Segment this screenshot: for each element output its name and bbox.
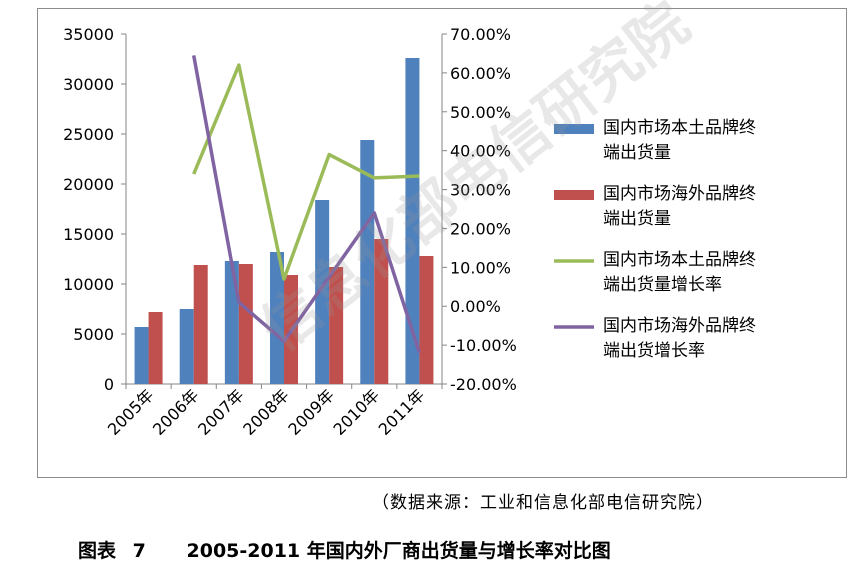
figure-label: 图表 — [78, 540, 117, 562]
left-tick-label: 35000 — [63, 25, 114, 44]
bar-foreign — [419, 256, 434, 384]
left-tick-label: 30000 — [63, 75, 114, 94]
source-note: （数据来源：工业和信息化部电信研究院） — [372, 493, 714, 513]
left-tick-label: 5000 — [73, 325, 114, 344]
right-tick-label: 50.00% — [450, 103, 511, 122]
right-tick-label: 0.00% — [450, 297, 501, 316]
x-tick-label: 2010年 — [330, 385, 384, 439]
x-tick-label: 2008年 — [239, 385, 293, 439]
bar-domestic — [224, 261, 239, 384]
line-foreign-growth — [191, 55, 422, 354]
bar-foreign — [374, 239, 389, 384]
bar-domestic — [134, 327, 149, 384]
legend-label: 端出货增长率 — [603, 341, 705, 361]
left-tick-label: 15000 — [63, 225, 114, 244]
bar-domestic — [179, 309, 194, 384]
figure-title: 2005-2011 年国内外厂商出货量与增长率对比图 — [186, 540, 611, 562]
legend-label: 国内市场海外品牌终 — [603, 316, 756, 336]
bar-foreign — [148, 312, 163, 384]
x-tick-label: 2009年 — [284, 385, 338, 439]
right-tick-label: 70.00% — [450, 25, 511, 44]
left-tick-label: 20000 — [63, 175, 114, 194]
left-tick-label: 0 — [104, 375, 114, 394]
figure-number: 7 — [132, 540, 146, 562]
bar-foreign — [193, 265, 208, 384]
legend-swatch — [554, 190, 594, 200]
right-tick-label: 60.00% — [450, 64, 511, 83]
legend-label: 端出货量 — [603, 143, 671, 163]
legend-label: 国内市场本土品牌终 — [603, 118, 756, 138]
combo-chart: 0 5000 10000 15000 20000 25000 30000 35000 -20.0… — [63, 25, 756, 439]
bar-domestic — [315, 200, 330, 384]
right-tick-label: 20.00% — [450, 219, 511, 238]
x-tick-label: 2011年 — [375, 385, 429, 439]
chart-frame: 0 5000 10000 15000 20000 25000 30000 35000 -20.0… — [37, 8, 847, 478]
legend-label: 国内市场本土品牌终 — [603, 250, 756, 270]
legend-label: 端出货量 — [603, 209, 671, 229]
bar-foreign — [238, 264, 253, 384]
legend-label: 国内市场海外品牌终 — [603, 184, 756, 204]
figure-caption: 图表 7 2005-2011 年国内外厂商出货量与增长率对比图 — [78, 536, 611, 563]
bar-domestic — [405, 58, 420, 384]
right-tick-label: 10.00% — [450, 258, 511, 277]
legend-label: 端出货量增长率 — [603, 275, 722, 295]
line-domestic-growth — [192, 63, 420, 281]
right-tick-label: 30.00% — [450, 181, 511, 200]
x-tick-label: 2007年 — [194, 385, 248, 439]
bar-foreign — [329, 267, 344, 384]
left-tick-label: 25000 — [63, 125, 114, 144]
bar-domestic — [360, 140, 375, 384]
right-tick-label: 40.00% — [450, 142, 511, 161]
right-tick-label: -10.00% — [450, 336, 517, 355]
bar-domestic — [270, 252, 284, 384]
right-tick-label: -20.00% — [450, 375, 517, 394]
x-tick-label: 2006年 — [149, 385, 203, 439]
left-tick-label: 10000 — [63, 275, 114, 294]
legend-swatch — [554, 124, 594, 134]
